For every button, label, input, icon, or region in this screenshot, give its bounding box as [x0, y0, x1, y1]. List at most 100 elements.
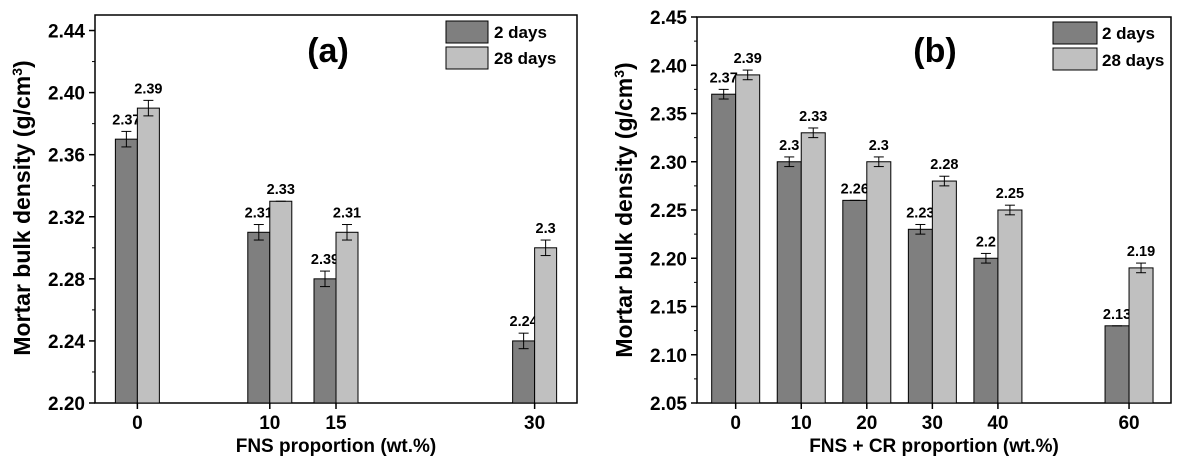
x-tick-label: 30 [524, 413, 545, 434]
y-tick-label: 2.05 [650, 394, 687, 415]
bar-2days [973, 257, 999, 404]
error-bar [980, 252, 991, 264]
legend-label-2days-b: 2 days [1102, 24, 1155, 43]
y-tick-label: 2.30 [650, 153, 687, 174]
bar-2days [711, 93, 737, 404]
error-bar [939, 175, 950, 187]
x-axis-b: 0 10 20 30 40 60 [730, 403, 1140, 434]
y-tick-label: 2.15 [650, 298, 687, 319]
bar-2days [247, 231, 271, 404]
x-tick-label: 30 [922, 413, 943, 434]
bar-28days [136, 107, 160, 404]
bars-a: 2.37 2.39 2.31 2.33 2.39 2.31 2.24 2.3 [112, 81, 558, 404]
y-axis-title-a: Mortar bulk density (g/cm3) [9, 60, 35, 355]
data-label: 2.28 [930, 157, 958, 173]
bar-2days [313, 278, 337, 404]
bar-28days [269, 200, 293, 404]
data-label: 2.3 [779, 138, 799, 154]
error-bar [143, 99, 154, 117]
data-label: 2.39 [311, 252, 339, 268]
error-bar [873, 156, 884, 168]
bar-2days [776, 161, 802, 404]
bar-28days [735, 74, 761, 404]
data-label: 2.25 [996, 186, 1024, 202]
error-bar [808, 127, 819, 139]
legend-a: 2 days 28 days [445, 20, 556, 70]
chart-panel-a: 2.20 2.24 2.28 2.32 2.36 2.40 2.44 0 10 15 30 2.3… [9, 14, 578, 457]
x-tick-label: 15 [325, 413, 347, 434]
error-bar [320, 270, 330, 288]
error-bar [718, 88, 729, 100]
legend-label-2days-a: 2 days [494, 23, 547, 42]
data-label: 2.3 [869, 138, 889, 154]
error-bar [342, 224, 352, 241]
x-tick-label: 10 [259, 413, 280, 434]
data-label: 2.39 [134, 81, 162, 97]
bar-28days [800, 132, 826, 404]
data-label: 2.39 [734, 51, 762, 67]
legend-swatch-2days-b [1052, 21, 1098, 45]
bar-2days [1104, 325, 1130, 404]
data-label: 2.37 [710, 70, 738, 86]
bars-b: 2.372.392.32.332.262.32.232.282.22.252.1… [710, 51, 1155, 404]
data-label: 2.3 [536, 221, 556, 237]
bar-2days [842, 199, 868, 404]
chart-panel-b: 2.05 2.10 2.15 2.20 2.25 2.30 2.35 2.40 2.45 0 10… [611, 8, 1172, 457]
x-tick-label: 10 [791, 413, 812, 434]
legend-swatch-28days-a [445, 46, 489, 70]
y-tick-label: 2.40 [650, 56, 687, 77]
y-tick-label: 2.32 [48, 208, 85, 229]
data-label: 2.13 [1103, 307, 1131, 323]
panel-label-b: (b) [913, 32, 956, 70]
error-bar [253, 224, 264, 241]
bar-28days [931, 180, 957, 404]
y-tick-label: 2.25 [650, 201, 687, 222]
data-label: 2.33 [799, 109, 827, 125]
error-bar [1136, 262, 1147, 274]
error-bar [742, 69, 753, 81]
y-tick-label: 2.10 [650, 346, 687, 367]
x-tick-label: 20 [856, 413, 877, 434]
legend-label-28days-a: 28 days [494, 49, 556, 68]
error-bar [1004, 204, 1015, 216]
error-bar [518, 332, 529, 350]
bar-28days [534, 247, 558, 404]
x-tick-label: 60 [1118, 413, 1139, 434]
bar-2days [907, 228, 933, 404]
error-bar [121, 130, 132, 148]
data-label: 2.2 [976, 234, 996, 250]
y-tick-label: 2.36 [48, 146, 85, 167]
legend-swatch-2days-a [445, 20, 489, 44]
y-tick-label: 2.20 [48, 394, 85, 415]
y-tick-label: 2.20 [650, 249, 687, 270]
legend-b: 2 days 28 days [1052, 21, 1164, 71]
y-tick-label: 2.40 [48, 84, 85, 105]
error-bar [540, 239, 551, 257]
x-tick-label: 0 [132, 413, 143, 434]
bar-2days [114, 138, 138, 404]
legend-label-28days-b: 28 days [1102, 51, 1164, 70]
x-axis-a: 0 10 15 30 [132, 403, 545, 434]
x-tick-label: 40 [987, 413, 1008, 434]
bar-2days [512, 340, 536, 404]
data-label: 2.31 [245, 206, 273, 222]
y-tick-label: 2.35 [650, 105, 687, 126]
bar-28days [1128, 267, 1154, 404]
y-tick-label: 2.45 [650, 8, 687, 29]
data-label: 2.26 [841, 181, 869, 197]
data-label: 2.23 [906, 205, 934, 221]
error-bar [915, 223, 926, 235]
bar-28days [997, 209, 1023, 404]
bar-28days [335, 231, 359, 404]
bar-28days [866, 161, 892, 404]
y-axis-a: 2.20 2.24 2.28 2.32 2.36 2.40 2.44 [48, 22, 95, 415]
y-axis-title-b: Mortar bulk density (g/cm3) [611, 62, 637, 357]
data-label: 2.37 [112, 112, 140, 128]
y-axis-b: 2.05 2.10 2.15 2.20 2.25 2.30 2.35 2.40 2.45 [650, 8, 697, 415]
data-label: 2.19 [1127, 244, 1155, 260]
legend-swatch-28days-b [1052, 47, 1098, 71]
y-tick-label: 2.28 [48, 270, 85, 291]
x-axis-title-b: FNS + CR proportion (wt.%) [809, 436, 1059, 457]
panel-label-a: (a) [307, 32, 349, 70]
error-bar [784, 156, 795, 168]
